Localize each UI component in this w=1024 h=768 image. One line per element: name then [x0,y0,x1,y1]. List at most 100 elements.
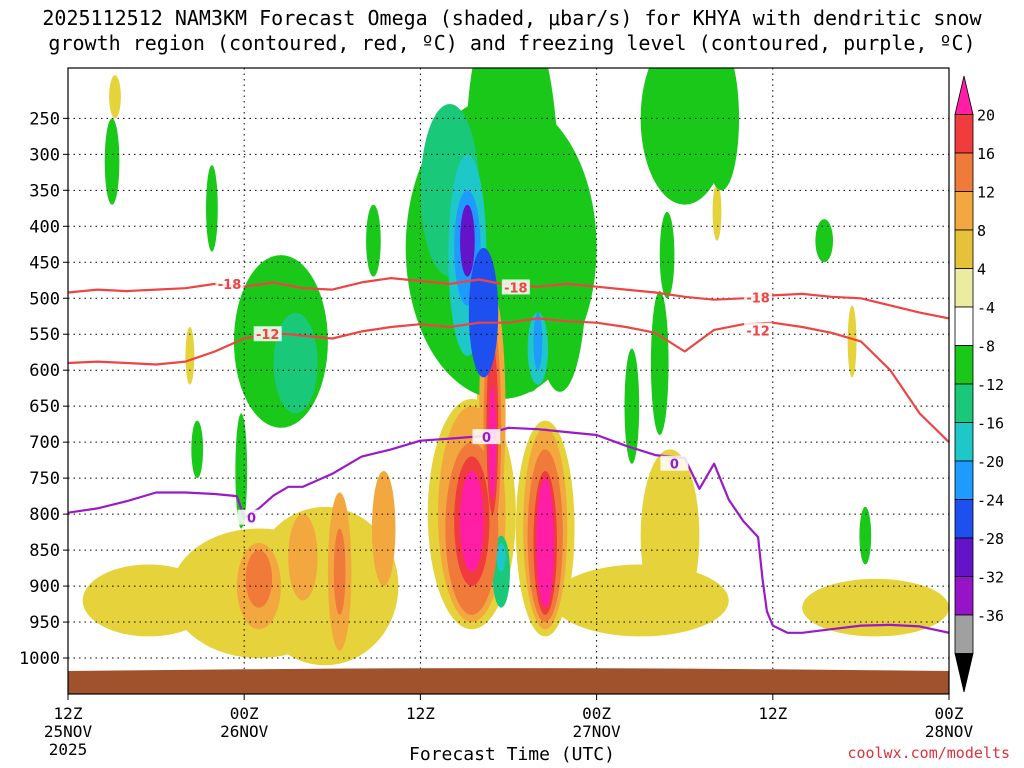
colorbar-seg-3 [954,191,974,231]
colorbar-seg-1 [954,114,974,154]
ytick-label-300: 300 [29,145,60,165]
omega-region-2 [251,506,399,666]
omega-region-12 [847,305,857,378]
omega-region-9 [109,75,121,119]
colorbar-label-1: 16 [977,145,995,163]
ytick-label-950: 950 [29,613,60,633]
omega-region-21 [191,420,204,479]
colorbar-seg-14 [954,614,974,654]
omega-region-1 [82,564,215,637]
colorbar-label-13: -36 [977,607,1004,625]
xtick-label-36-0: 00Z [582,704,611,723]
contour-label--18-2: -18 [746,292,770,307]
ytick-label-650: 650 [29,397,60,417]
omega-region-10 [185,327,195,385]
colorbar-seg-10 [954,460,974,500]
colorbar-label-10: -24 [977,492,1004,510]
contour-label-0-1: 0 [482,431,491,446]
xtick-label-0-1: 25NOV [44,722,93,741]
ytick-label-500: 500 [29,289,60,309]
y-axis: 250 300 350 400 450 500 550 600 650 700 750 800 850 9… [19,109,68,669]
colorbar-label-8: -16 [977,415,1004,433]
omega-region-29 [859,506,872,565]
omega-region-11 [712,183,722,241]
contour-label-bg--12-1 [744,322,773,338]
colorbar-label-9: -20 [977,453,1004,471]
contour-label--12-0: -12 [256,328,280,343]
ytick-label-900: 900 [29,577,60,597]
colorbar-seg-9 [954,422,974,462]
omega-region-24 [703,68,740,191]
xtick-label-60-1: 28NOV [925,722,974,741]
grid [67,68,950,694]
colorbar-label-4: 4 [977,261,986,279]
contour-label-bg--18-0 [215,275,244,291]
omega-region-33 [371,470,396,587]
ytick-label-600: 600 [29,361,60,381]
xtick-label-48-0: 12Z [758,704,787,723]
contour-label--12-1: -12 [746,325,770,340]
omega-region-44 [333,528,346,615]
omega-region-57 [460,204,475,277]
xtick-label-36-1: 27NOV [573,722,622,741]
colorbar-label-0: 20 [977,107,995,125]
ytick-label-750: 750 [29,469,60,489]
colorbar-label-12: -32 [977,569,1004,587]
xtick-label-12-0: 00Z [230,704,259,723]
ytick-label-350: 350 [29,181,60,201]
colorbar-seg-8 [954,383,974,423]
omega-region-53 [460,470,484,572]
contour-label-bg-0-1 [472,429,501,445]
chart-title-line-1: 2025112512 NAM3KM Forecast Omega (shaded… [42,6,982,30]
omega-region-31 [288,514,318,601]
contour-label-bg--18-2 [744,289,773,305]
colorbar-seg-0 [954,75,974,115]
colorbar-seg-13 [954,576,974,616]
contour-label-0-2: 0 [670,458,679,473]
credit-text: coolwx.com/modelts [847,744,1010,762]
omega-region-47 [496,542,506,572]
omega-region-25 [650,291,669,435]
x-axis-label: Forecast Time (UTC) [409,744,615,765]
contours: -18 -18 -18 -12 -12 0 0 0 [68,275,949,634]
contour-label-bg--18-1 [501,279,530,295]
ytick-label-400: 400 [29,217,60,237]
omega-region-7 [640,449,700,623]
colorbar-seg-11 [954,499,974,539]
colorbar-label-5: -4 [977,299,995,317]
xtick-label-24-0: 12Z [406,704,435,723]
omega-region-54 [536,478,555,608]
contour-label-0-0: 0 [247,512,256,527]
xtick-label-0-0: 12Z [54,704,83,723]
omega-region-22 [366,204,381,277]
colorbar-seg-5 [954,268,974,308]
xtick-label-60-0: 00Z [935,704,964,723]
omega-region-19 [206,165,218,252]
omega-region-56 [468,247,499,378]
colorbar-seg-7 [954,345,974,385]
colorbar-seg-15 [954,653,974,693]
ytick-label-450: 450 [29,253,60,273]
contour-label-bg--12-0 [253,326,282,342]
ytick-label-850: 850 [29,541,60,561]
omega-region-38 [273,312,318,414]
colorbar-label-11: -28 [977,530,1004,548]
ytick-label-700: 700 [29,433,60,453]
colorbar-label-6: -8 [977,338,995,356]
omega-region-52 [533,312,543,371]
colorbar-seg-6 [954,306,974,346]
omega-region-18 [104,118,120,205]
ytick-label-800: 800 [29,505,60,525]
contour-label-bg-0-0 [237,509,266,525]
contour-label--18-1: -18 [504,281,528,296]
colorbar-seg-2 [954,152,974,192]
chart-title-line-2: growth region (contoured, red, ºC) and f… [48,31,976,55]
terrain-surface [68,668,949,694]
contour-label--18-0: -18 [218,278,242,293]
colorbar-seg-4 [954,229,974,269]
contour-0 [68,426,949,634]
plot-frame [67,67,950,695]
ytick-label-1000: 1000 [19,649,60,669]
